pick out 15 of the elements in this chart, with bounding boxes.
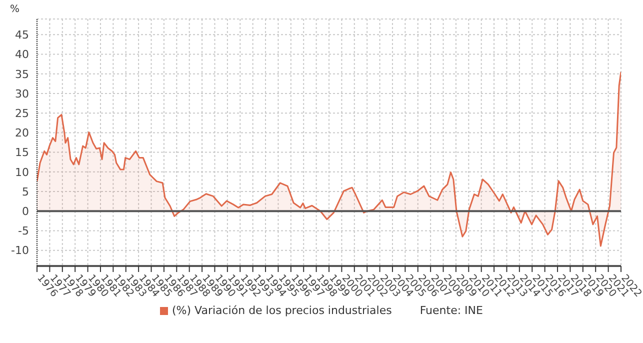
y-tick-label: 45 (15, 28, 29, 42)
y-tick-label: -5 (18, 224, 29, 238)
legend-label: (%) Variación de los precios industriales (172, 304, 392, 317)
y-tick-label: 40 (15, 48, 29, 62)
y-tick-label: 15 (15, 146, 29, 160)
y-tick-label: 30 (15, 87, 29, 100)
y-tick-label: 35 (15, 68, 29, 81)
y-tick-label: -10 (11, 244, 29, 258)
y-axis-title: % (10, 4, 20, 15)
y-tick-label: 25 (15, 107, 29, 120)
y-tick-label: 0 (22, 205, 29, 218)
source-note: Fuente: INE (420, 304, 483, 317)
y-tick-label: 5 (22, 185, 29, 198)
y-tick-label: 20 (15, 126, 29, 140)
y-tick-label: 10 (15, 166, 29, 179)
